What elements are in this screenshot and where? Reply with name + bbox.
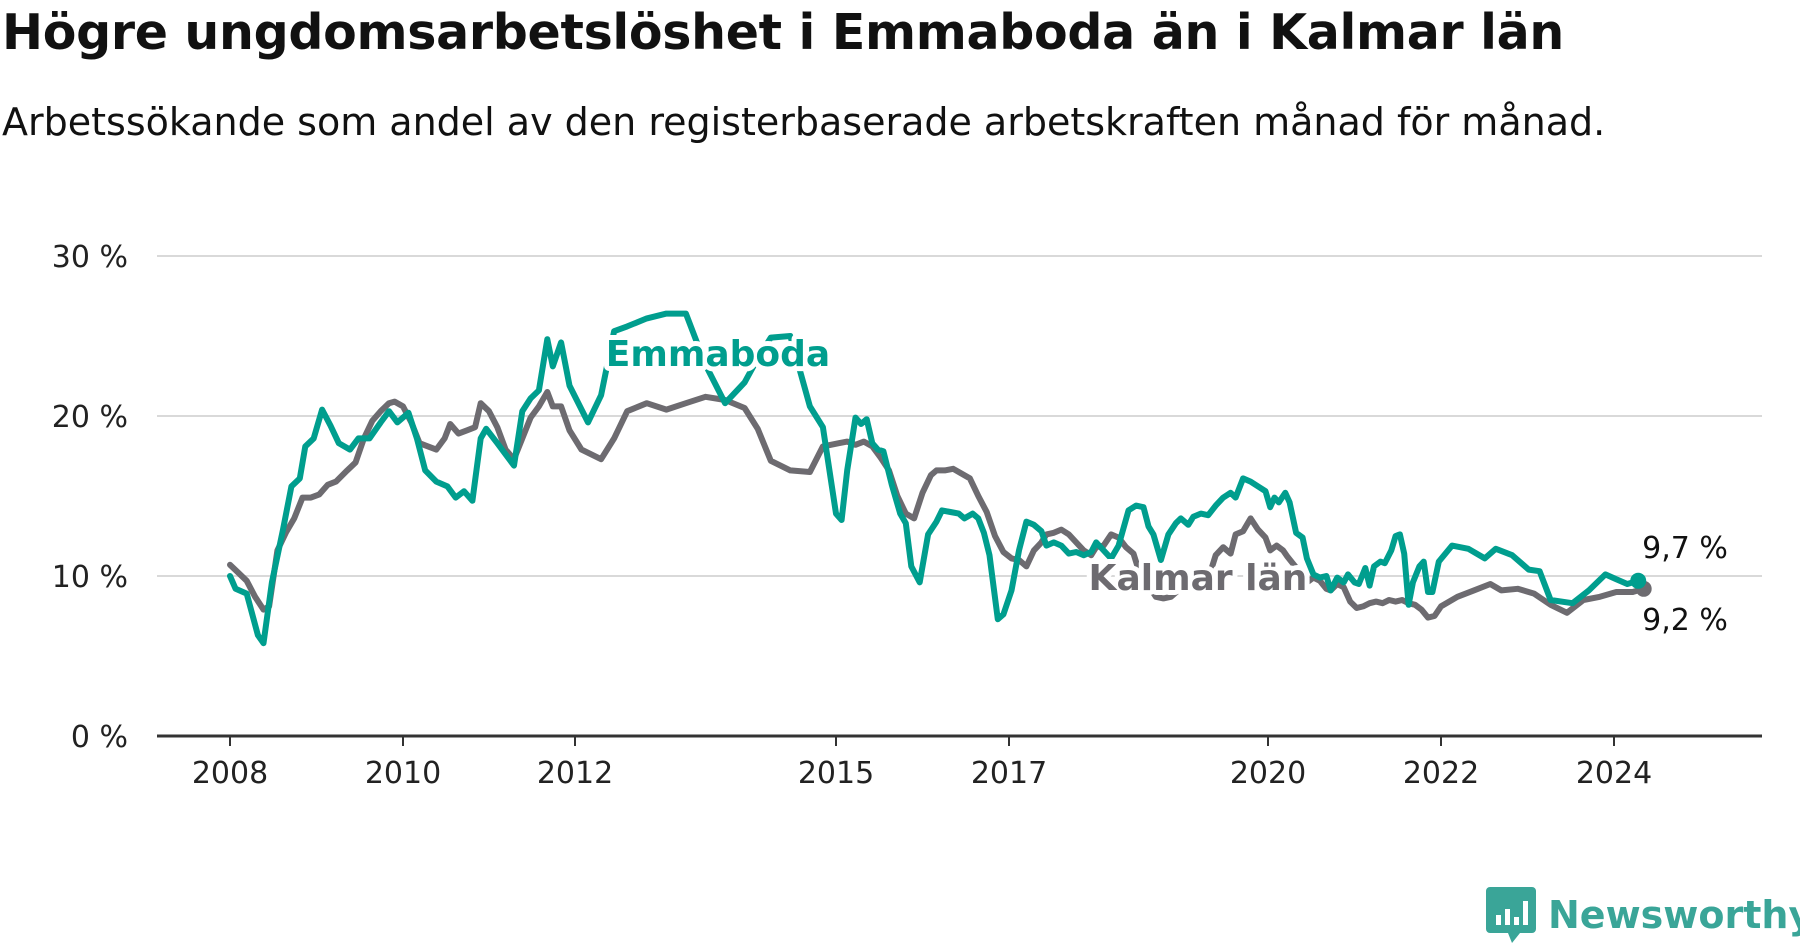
brand-name: Newsworthy [1548, 893, 1800, 937]
series-line-emmaboda [227, 310, 1642, 647]
page-subtitle: Arbetssökande som andel av den registerb… [2, 100, 1606, 144]
series-end-marker [1630, 572, 1647, 589]
y-tick-label: 0 % [71, 720, 128, 755]
x-tick-label: 2022 [1403, 756, 1479, 791]
y-tick-label: 10 % [52, 560, 128, 595]
x-tick-label: 2010 [365, 756, 441, 791]
series-name-label: Emmaboda [606, 334, 830, 375]
series-lines [227, 310, 1652, 647]
series-labels: Emmaboda Kalmar län 9,7 % 9,2 % [601, 329, 1731, 641]
series-end-value-label: 9,7 % [1642, 531, 1728, 566]
x-tick-label: 2017 [971, 756, 1047, 791]
series-name-label: Kalmar län [1089, 558, 1308, 599]
y-tick-label: 20 % [52, 400, 128, 435]
brand: Newsworthy [1486, 887, 1800, 943]
y-axis: 0 % 10 % 20 % 30 % [52, 240, 128, 755]
x-tick-label: 2008 [192, 756, 268, 791]
page-title: Högre ungdomsarbetslöshet i Emmaboda än … [2, 4, 1564, 61]
series-line-kalmar-lan [227, 389, 1647, 621]
y-tick-label: 30 % [52, 240, 128, 275]
newsworthy-logo-icon [1486, 887, 1536, 943]
x-tick-label: 2015 [798, 756, 874, 791]
y-gridlines [157, 255, 1762, 577]
x-axis: 2008 2010 2012 2015 2017 2020 2022 2024 [157, 734, 1762, 791]
x-tick-label: 2024 [1576, 756, 1652, 791]
x-tick-label: 2012 [537, 756, 613, 791]
series-end-value-label: 9,2 % [1642, 603, 1728, 638]
x-tick-label: 2020 [1230, 756, 1306, 791]
